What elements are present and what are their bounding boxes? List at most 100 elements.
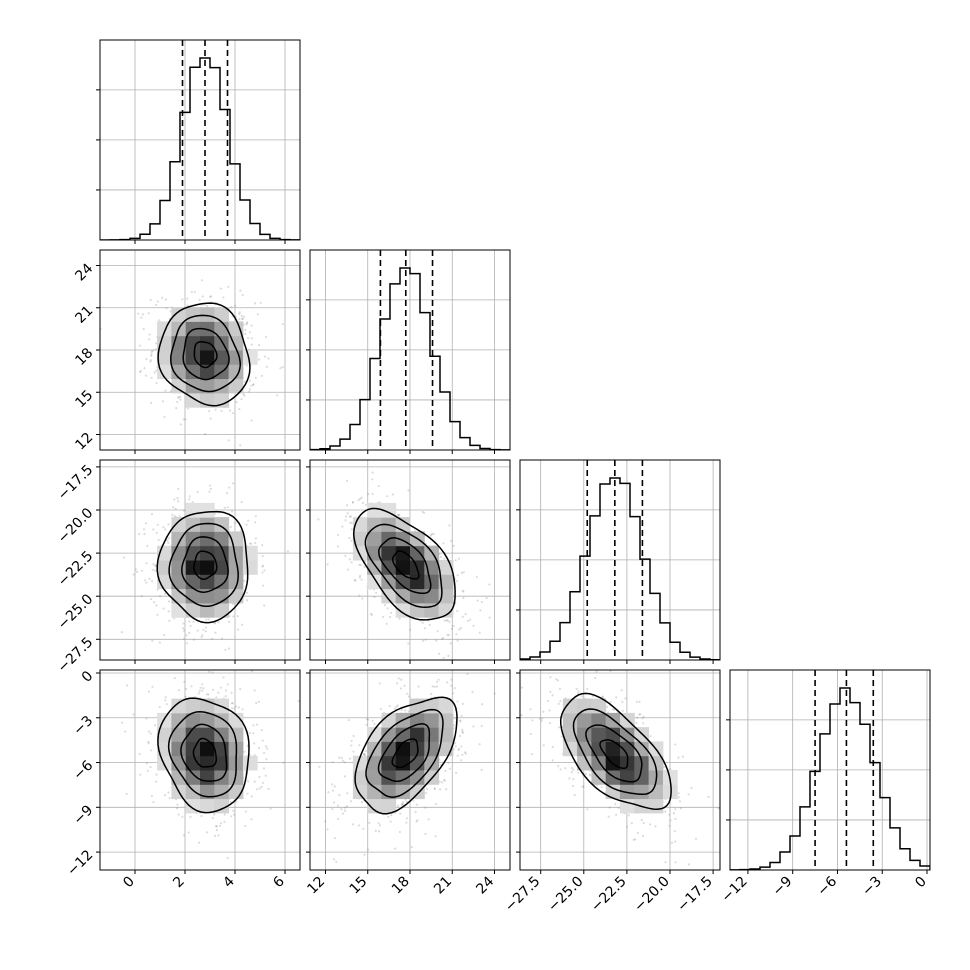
density-cell: [214, 574, 230, 590]
scatter-point: [382, 615, 385, 619]
scatter-point: [331, 760, 334, 764]
density-cell: [562, 712, 578, 728]
scatter-point: [222, 666, 224, 668]
scatter-point: [469, 618, 472, 621]
scatter-point: [390, 814, 393, 817]
scatter-point: [385, 622, 388, 625]
scatter-point: [120, 721, 124, 724]
scatter-point: [167, 791, 170, 794]
scatter-point: [260, 729, 263, 732]
scatter-point: [245, 591, 249, 594]
density-cell: [171, 602, 187, 618]
scatter-point: [589, 774, 592, 777]
scatter-point: [224, 648, 227, 651]
scatter-point: [363, 753, 366, 757]
density-cell: [171, 712, 187, 728]
scatter-point: [282, 761, 285, 764]
scatter-point: [172, 506, 175, 509]
scatter-point: [164, 470, 166, 472]
scatter-point: [173, 677, 176, 680]
scatter-point: [351, 501, 354, 504]
scatter-point: [138, 344, 141, 347]
scatter-point: [338, 794, 341, 797]
density-cell: [200, 545, 215, 561]
density-cell: [352, 531, 368, 547]
scatter-point: [297, 699, 300, 703]
scatter-point: [154, 724, 157, 727]
density-layer: [120, 666, 300, 860]
contour-level-2: [364, 523, 443, 608]
scatter-point: [668, 813, 671, 816]
scatter-point: [337, 817, 340, 820]
scatter-point: [455, 771, 458, 775]
scatter-point: [151, 639, 154, 642]
scatter-point: [412, 799, 415, 802]
density-cell: [381, 798, 397, 814]
scatter-point: [197, 841, 201, 844]
scatter-point: [182, 622, 185, 625]
density-cell: [157, 560, 172, 575]
scatter-point: [398, 617, 401, 620]
scatter-point: [428, 623, 431, 627]
scatter-point: [197, 692, 200, 695]
scatter-point: [438, 780, 441, 783]
density-cell: [214, 602, 230, 618]
scatter-point: [250, 337, 253, 340]
scatter-point: [447, 654, 450, 658]
scatter-point: [373, 722, 376, 725]
scatter-point: [153, 371, 156, 374]
scatter-point: [265, 758, 268, 761]
scatter-point: [346, 568, 349, 571]
scatter-point: [228, 486, 231, 489]
scatter-point: [564, 767, 567, 770]
density-cell: [185, 698, 201, 714]
density-cell: [214, 307, 230, 322]
scatter-point: [441, 781, 444, 784]
contour-level-3: [156, 510, 249, 624]
scatter-point: [123, 556, 126, 559]
scatter-point: [614, 803, 617, 806]
scatter-point: [198, 298, 201, 302]
scatter-point: [234, 521, 237, 525]
density-cell: [424, 574, 440, 590]
scatter-point: [241, 317, 244, 320]
scatter-point: [150, 513, 154, 516]
scatter-point: [226, 492, 229, 495]
scatter-point: [582, 785, 585, 788]
scatter-point: [199, 686, 202, 689]
scatter-point: [551, 694, 554, 697]
scatter-point: [177, 396, 180, 399]
scatter-point: [243, 394, 246, 397]
scatter-point: [222, 676, 225, 679]
scatter-point: [230, 691, 233, 694]
scatter-point: [243, 579, 246, 582]
scatter-point: [148, 333, 151, 336]
scatter-point: [168, 537, 171, 540]
scatter-point: [345, 805, 349, 808]
scatter-point: [167, 541, 170, 545]
scatter-point: [250, 384, 253, 387]
scatter-point: [138, 752, 141, 756]
scatter-point: [678, 800, 682, 803]
scatter-point: [348, 515, 351, 518]
scatter-point: [223, 820, 226, 824]
panel-frame: [729, 669, 931, 871]
density-cell: [200, 755, 215, 771]
scatter-point: [249, 379, 252, 382]
scatter-point: [548, 709, 551, 712]
scatter-point: [649, 735, 652, 738]
panel-3-1: 12 15 18 21 24: [304, 669, 511, 897]
scatter-point: [677, 796, 680, 799]
scatter-point: [481, 703, 484, 706]
scatter-point: [360, 496, 363, 499]
scatter-point: [239, 444, 242, 447]
density-cell: [648, 784, 664, 800]
density-cell: [381, 545, 397, 561]
scatter-point: [461, 753, 464, 757]
scatter-point: [642, 821, 645, 825]
y-tick-label: −3: [70, 713, 96, 739]
density-cell: [395, 574, 411, 590]
scatter-point: [612, 708, 616, 711]
scatter-point: [529, 708, 532, 711]
scatter-point: [406, 692, 409, 695]
